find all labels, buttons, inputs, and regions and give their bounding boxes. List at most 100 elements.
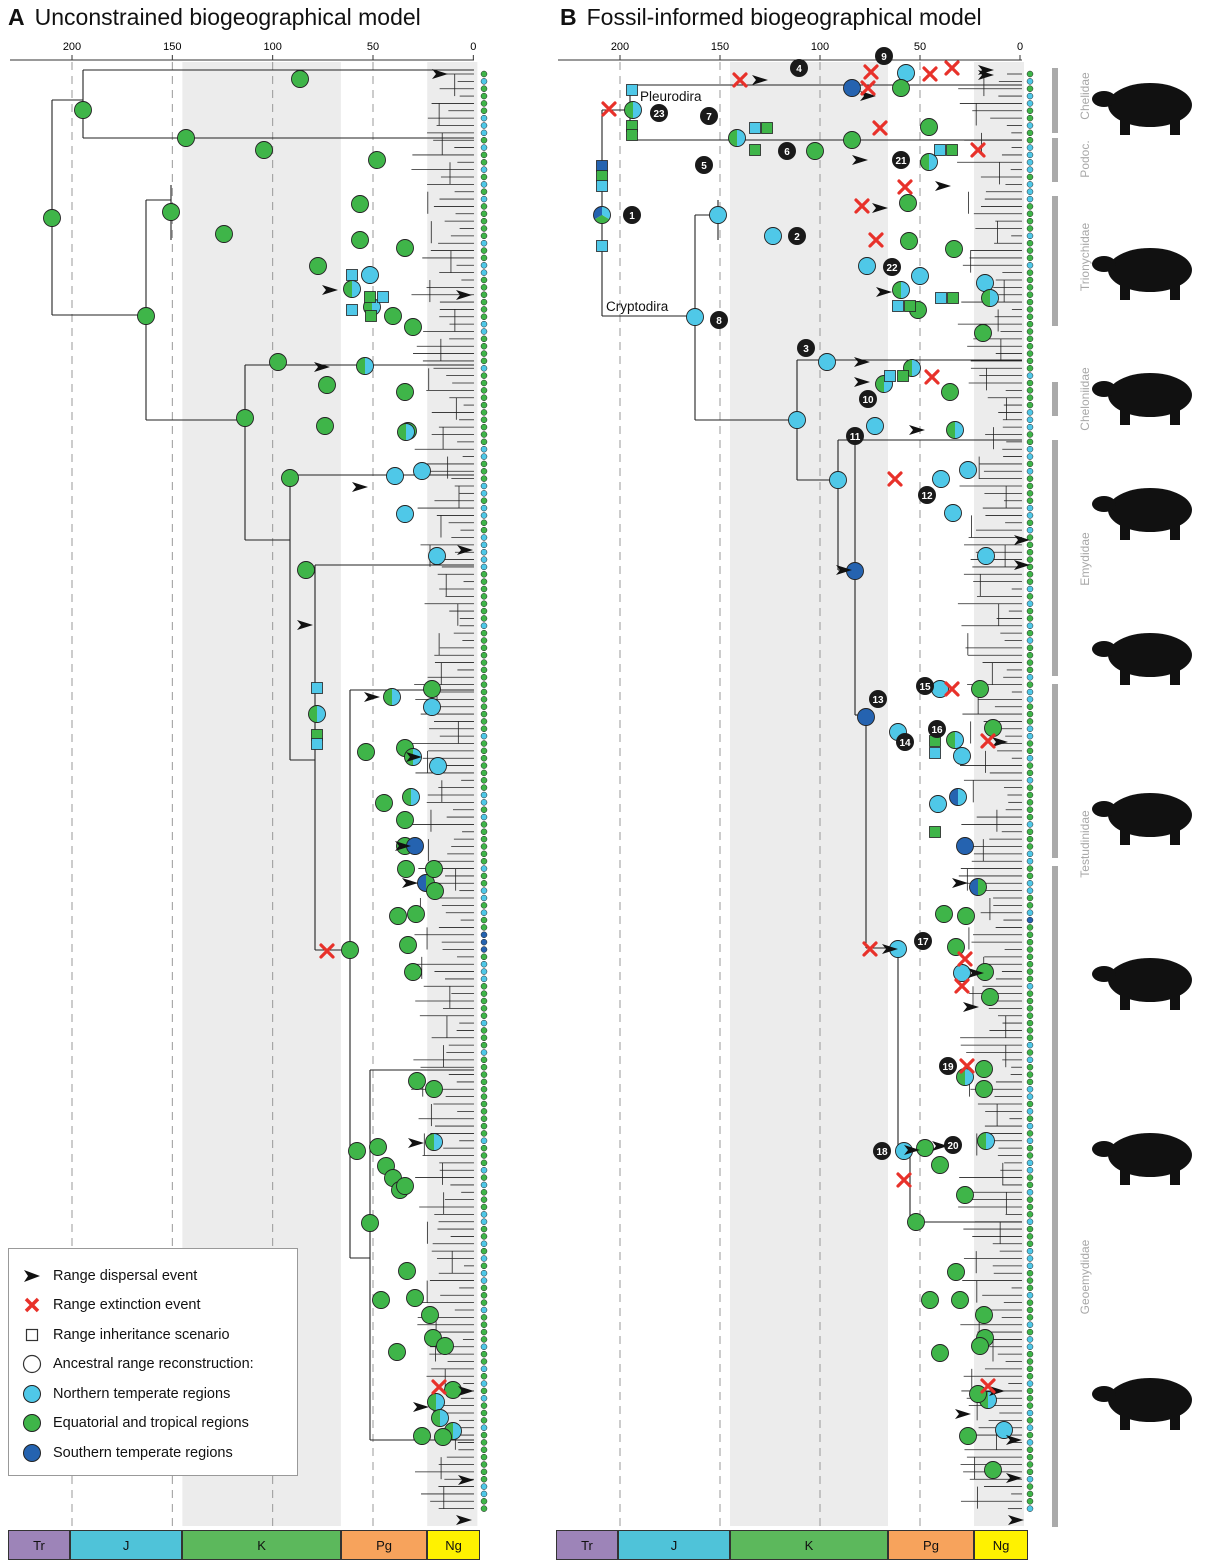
ancestral-node xyxy=(356,357,374,375)
tip-state xyxy=(480,1277,488,1284)
ancestral-node xyxy=(177,129,195,147)
node-slice xyxy=(633,101,642,119)
leg-shape xyxy=(1170,1169,1180,1185)
tip-state xyxy=(480,1365,488,1373)
head-shape xyxy=(1092,256,1116,272)
tip-state xyxy=(480,740,488,747)
tip-state xyxy=(1026,968,1034,975)
tip-state xyxy=(1026,1225,1034,1233)
node-number-badge: 11 xyxy=(846,427,864,445)
tip-state xyxy=(480,1387,488,1395)
tip-state xyxy=(480,1424,488,1431)
ancestral-node xyxy=(316,417,334,435)
tip-state xyxy=(1026,1071,1034,1078)
tip-state xyxy=(480,387,488,394)
ancestral-node xyxy=(421,1306,439,1324)
node-outline xyxy=(431,1409,449,1427)
legend-ancestral-label: Ancestral range reconstruction: xyxy=(53,1356,254,1373)
tip-state xyxy=(480,644,488,652)
tip-state xyxy=(480,1306,488,1314)
tip-state xyxy=(480,1174,488,1181)
ancestral-node xyxy=(431,1409,449,1427)
tip-state xyxy=(480,666,488,674)
tip-state xyxy=(480,747,488,755)
ancestral-node xyxy=(413,1427,431,1445)
node-slice xyxy=(343,280,352,298)
tip-state xyxy=(1026,453,1034,460)
tip-state xyxy=(480,1012,488,1019)
tip-state xyxy=(1026,92,1034,100)
tip-state xyxy=(1026,1380,1034,1387)
tip-state xyxy=(480,556,488,563)
ancestral-node xyxy=(428,547,446,565)
ancestral-node xyxy=(892,79,910,97)
node-slice xyxy=(425,1133,434,1151)
badge-circle xyxy=(892,151,910,169)
badge-number: 17 xyxy=(917,937,929,948)
ancestral-node xyxy=(388,1343,406,1361)
tip-state xyxy=(480,828,488,836)
ancestral-node xyxy=(858,257,876,275)
node-number-badge: 23 xyxy=(650,104,668,122)
tip-state xyxy=(1026,1255,1034,1262)
tip-state xyxy=(1026,1144,1034,1152)
node-outline xyxy=(969,878,987,896)
tip-state xyxy=(480,1292,488,1299)
tip-state xyxy=(1026,1233,1034,1240)
ancestral-node xyxy=(971,1337,989,1355)
tip-state xyxy=(1026,1130,1034,1137)
ancestral-node xyxy=(348,1142,366,1160)
tip-state xyxy=(1026,1211,1034,1218)
turtle-silhouette-icon xyxy=(1092,1133,1192,1185)
ancestral-node xyxy=(941,383,959,401)
inheritance-square xyxy=(761,122,773,134)
tip-state xyxy=(1026,585,1034,593)
head-shape xyxy=(1092,381,1116,397)
badge-number: 5 xyxy=(701,161,707,172)
node-outline xyxy=(425,1133,443,1151)
tip-state xyxy=(480,159,488,166)
node-slice xyxy=(955,421,964,439)
turtle-silhouette-icon xyxy=(1092,248,1192,300)
node-outline xyxy=(981,289,999,307)
tip-state xyxy=(480,262,488,269)
head-shape xyxy=(1092,966,1116,982)
ancestral-node xyxy=(843,131,861,149)
tip-state xyxy=(1026,1262,1034,1270)
node-slice xyxy=(956,1068,965,1086)
tip-state xyxy=(1026,887,1034,894)
tip-state xyxy=(1026,1475,1034,1483)
tip-state xyxy=(480,762,488,769)
tip-state xyxy=(1026,526,1034,534)
badge-number: 14 xyxy=(899,738,911,749)
tip-state xyxy=(480,902,488,909)
era-pg: Pg xyxy=(340,1530,428,1560)
family-label-podoc: Podoc. xyxy=(1078,140,1092,178)
tip-state xyxy=(1026,1152,1034,1159)
legend-equatorial: Equatorial and tropical regions xyxy=(21,1409,297,1439)
node-outline xyxy=(383,688,401,706)
tip-state xyxy=(1026,754,1034,762)
tip-state xyxy=(480,512,488,519)
dispersal-arrow xyxy=(935,181,951,191)
tip-state xyxy=(1026,1056,1034,1064)
badge-number: 1 xyxy=(629,211,635,222)
ancestral-node xyxy=(944,504,962,522)
family-label-geoemydidae: Geoemydidae xyxy=(1078,1239,1092,1315)
tip-state xyxy=(1026,129,1034,137)
node-slice xyxy=(958,788,967,806)
family-bar xyxy=(1052,440,1058,676)
tip-state xyxy=(1026,262,1034,269)
inheritance-square xyxy=(929,826,941,838)
tip-state xyxy=(480,1225,488,1233)
tip-state xyxy=(480,298,488,306)
tip-state xyxy=(1026,512,1034,519)
tip-state xyxy=(1026,232,1034,240)
tip-state xyxy=(1026,409,1034,416)
ancestral-node xyxy=(399,936,417,954)
badge-number: 7 xyxy=(706,112,712,123)
tip-state xyxy=(480,872,488,880)
ancestral-node xyxy=(920,153,938,171)
family-bar xyxy=(1052,196,1058,326)
ancestral-node xyxy=(162,203,180,221)
